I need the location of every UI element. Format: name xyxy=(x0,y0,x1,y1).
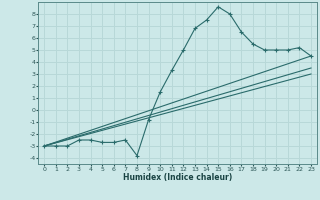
X-axis label: Humidex (Indice chaleur): Humidex (Indice chaleur) xyxy=(123,173,232,182)
